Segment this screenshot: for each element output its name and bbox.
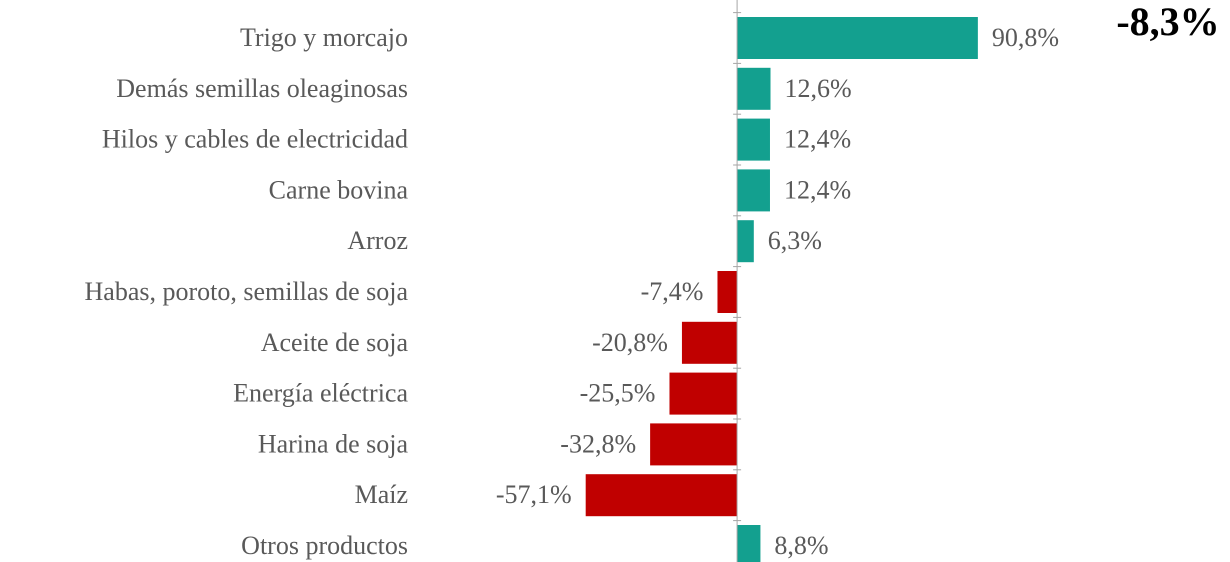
category-label: Aceite de soja bbox=[261, 328, 409, 357]
value-label: -32,8% bbox=[560, 429, 636, 458]
value-label: 8,8% bbox=[774, 531, 828, 560]
bar bbox=[669, 372, 738, 415]
value-label: 12,6% bbox=[785, 74, 852, 103]
category-label: Arroz bbox=[347, 226, 408, 255]
value-label: -7,4% bbox=[641, 277, 704, 306]
category-label: Trigo y morcajo bbox=[240, 23, 408, 52]
value-label: 12,4% bbox=[784, 125, 851, 154]
bar bbox=[681, 321, 738, 364]
annotation: -8,3% bbox=[1116, 0, 1219, 44]
category-label: Maíz bbox=[355, 480, 408, 509]
value-label: 90,8% bbox=[992, 23, 1059, 52]
category-label: Carne bovina bbox=[269, 175, 409, 204]
bar bbox=[737, 17, 978, 59]
bar bbox=[737, 67, 771, 110]
category-label: Habas, poroto, semillas de soja bbox=[85, 277, 409, 306]
value-label: 6,3% bbox=[768, 226, 822, 255]
value-label: -20,8% bbox=[592, 328, 668, 357]
bar bbox=[737, 220, 754, 263]
category-label: Demás semillas oleaginosas bbox=[116, 74, 408, 103]
value-label: -57,1% bbox=[496, 480, 572, 509]
bar bbox=[717, 271, 738, 313]
category-label: Hilos y cables de electricidad bbox=[102, 125, 408, 154]
bar bbox=[650, 423, 738, 466]
category-label: Otros productos bbox=[241, 531, 408, 560]
bar bbox=[737, 118, 770, 161]
value-label: -25,5% bbox=[580, 379, 656, 408]
value-label: 12,4% bbox=[784, 175, 851, 204]
bar bbox=[737, 525, 761, 562]
bar bbox=[737, 169, 770, 212]
bar bbox=[585, 474, 738, 517]
category-label: Energía eléctrica bbox=[233, 379, 408, 408]
category-label: Harina de soja bbox=[258, 429, 409, 458]
